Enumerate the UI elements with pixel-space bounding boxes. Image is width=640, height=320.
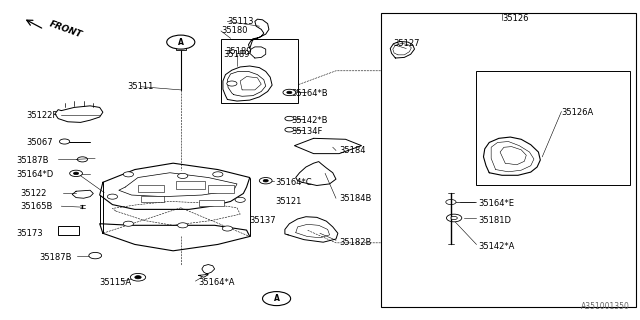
Text: 35127: 35127 bbox=[394, 39, 420, 48]
Circle shape bbox=[167, 35, 195, 49]
Text: 35164*D: 35164*D bbox=[17, 170, 54, 179]
Text: 35137: 35137 bbox=[250, 216, 276, 225]
Circle shape bbox=[177, 173, 188, 179]
Circle shape bbox=[124, 172, 134, 177]
Circle shape bbox=[77, 157, 88, 162]
Text: 35164*C: 35164*C bbox=[275, 178, 312, 187]
Bar bbox=[198, 200, 224, 206]
Circle shape bbox=[60, 139, 70, 144]
Text: 35067: 35067 bbox=[26, 138, 53, 147]
Circle shape bbox=[108, 194, 118, 199]
Bar bbox=[208, 186, 234, 194]
Text: 35182B: 35182B bbox=[339, 238, 372, 247]
Text: 35134F: 35134F bbox=[291, 127, 323, 136]
Circle shape bbox=[70, 170, 83, 177]
Circle shape bbox=[283, 89, 296, 96]
Bar bbox=[176, 181, 205, 189]
Circle shape bbox=[177, 223, 188, 228]
Circle shape bbox=[285, 116, 294, 121]
Text: 35165B: 35165B bbox=[20, 202, 52, 211]
Text: 35180: 35180 bbox=[221, 27, 248, 36]
Text: FRONT: FRONT bbox=[49, 20, 84, 40]
Circle shape bbox=[131, 273, 146, 281]
Text: 35187B: 35187B bbox=[17, 156, 49, 164]
Text: 35142*A: 35142*A bbox=[478, 242, 515, 251]
Text: 35187B: 35187B bbox=[39, 253, 72, 262]
Bar bbox=[141, 196, 164, 202]
Circle shape bbox=[259, 178, 272, 184]
Circle shape bbox=[235, 197, 245, 202]
Circle shape bbox=[74, 172, 79, 175]
Text: 35121: 35121 bbox=[275, 197, 301, 206]
Text: 35113: 35113 bbox=[227, 17, 254, 26]
Circle shape bbox=[263, 180, 268, 182]
Text: 35164*B: 35164*B bbox=[291, 89, 328, 98]
Circle shape bbox=[212, 172, 223, 177]
Text: 35184B: 35184B bbox=[339, 194, 372, 203]
Text: A: A bbox=[274, 294, 280, 303]
Text: 35126: 35126 bbox=[502, 14, 529, 23]
Circle shape bbox=[89, 252, 102, 259]
Bar bbox=[58, 226, 79, 235]
Text: 35111: 35111 bbox=[127, 82, 154, 91]
Circle shape bbox=[285, 127, 294, 132]
Circle shape bbox=[446, 199, 456, 204]
Circle shape bbox=[227, 81, 237, 86]
Text: 35164*E: 35164*E bbox=[478, 198, 515, 207]
Circle shape bbox=[287, 91, 292, 94]
Text: 35164*A: 35164*A bbox=[198, 278, 235, 287]
Text: A: A bbox=[178, 38, 184, 47]
Circle shape bbox=[222, 226, 232, 231]
Text: 35122: 35122 bbox=[20, 189, 46, 198]
Bar bbox=[176, 44, 186, 50]
Circle shape bbox=[451, 216, 458, 220]
Text: 35181D: 35181D bbox=[478, 216, 511, 225]
Text: 35115A: 35115A bbox=[100, 278, 132, 287]
Bar bbox=[476, 71, 630, 186]
Text: 35126A: 35126A bbox=[561, 108, 594, 117]
Text: 35184: 35184 bbox=[339, 146, 365, 155]
Text: 35173: 35173 bbox=[17, 229, 44, 238]
Text: 35122F: 35122F bbox=[26, 111, 58, 120]
Circle shape bbox=[124, 221, 134, 226]
Text: 35189: 35189 bbox=[225, 47, 252, 56]
Text: 35189: 35189 bbox=[223, 50, 250, 59]
Bar bbox=[221, 39, 298, 103]
Circle shape bbox=[262, 292, 291, 306]
Circle shape bbox=[135, 276, 141, 279]
Circle shape bbox=[447, 214, 462, 222]
Bar bbox=[381, 13, 636, 307]
Text: 35142*B: 35142*B bbox=[291, 116, 328, 125]
Bar bbox=[138, 185, 164, 193]
Text: A351001350: A351001350 bbox=[581, 302, 630, 311]
